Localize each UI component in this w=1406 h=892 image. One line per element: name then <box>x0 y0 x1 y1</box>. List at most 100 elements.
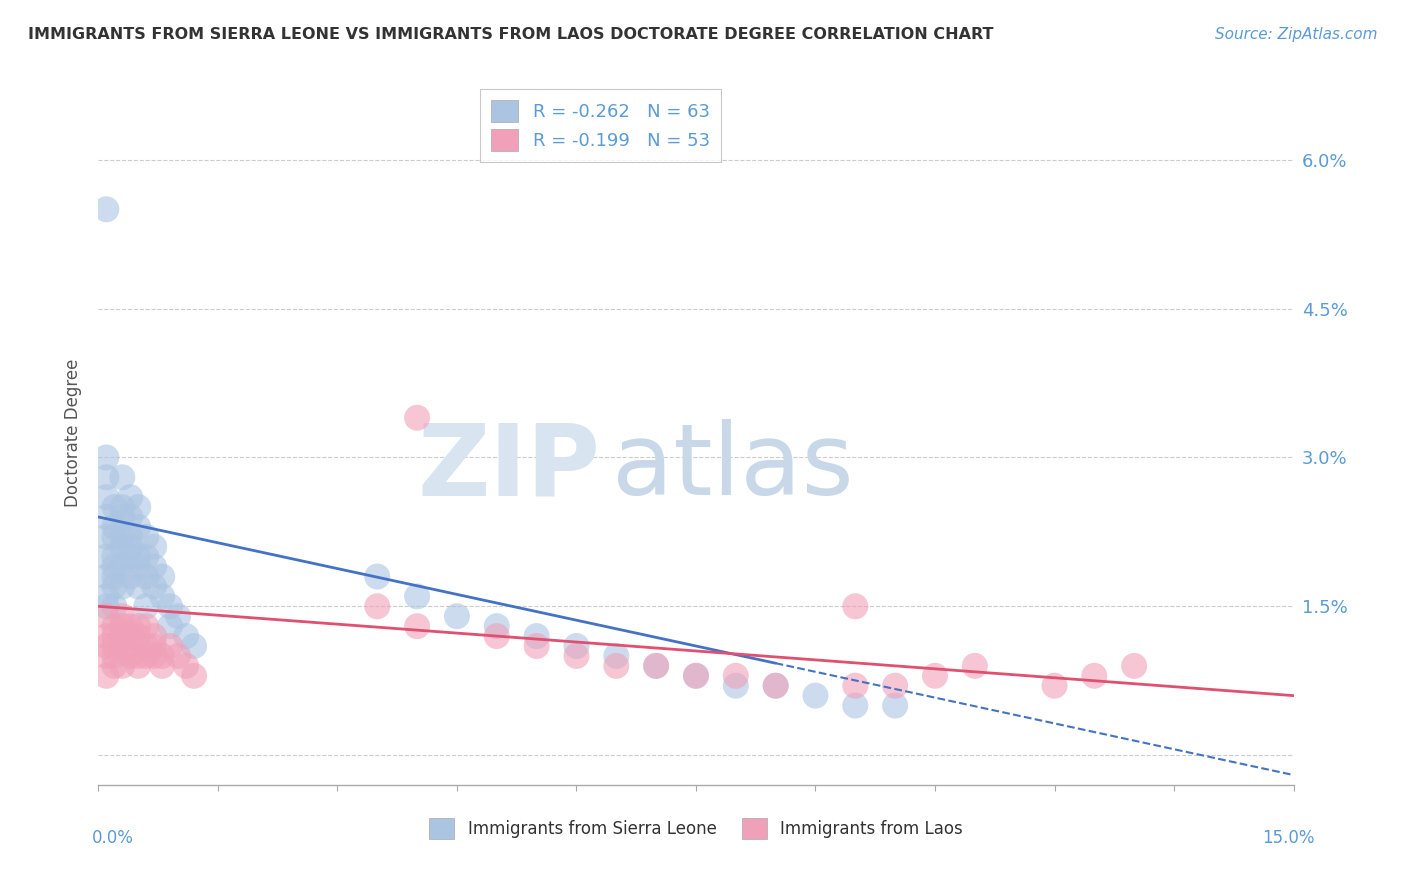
Point <box>485 629 508 643</box>
Point <box>884 698 907 713</box>
Point <box>127 629 149 643</box>
Point <box>135 639 157 653</box>
Point <box>96 629 118 643</box>
Point <box>159 639 181 653</box>
Text: 15.0%: 15.0% <box>1263 830 1315 847</box>
Point <box>120 530 142 544</box>
Point <box>96 450 118 465</box>
Point <box>120 490 142 504</box>
Point <box>446 609 468 624</box>
Point <box>127 619 149 633</box>
Text: IMMIGRANTS FROM SIERRA LEONE VS IMMIGRANTS FROM LAOS DOCTORATE DEGREE CORRELATIO: IMMIGRANTS FROM SIERRA LEONE VS IMMIGRAN… <box>28 27 994 42</box>
Point <box>103 520 125 534</box>
Point <box>150 648 173 663</box>
Point <box>135 549 157 564</box>
Point <box>111 540 134 554</box>
Point <box>103 549 125 564</box>
Point <box>645 658 668 673</box>
Point <box>96 569 118 583</box>
Point <box>150 658 173 673</box>
Point <box>159 619 181 633</box>
Point <box>143 639 166 653</box>
Point <box>963 658 986 673</box>
Point <box>111 470 134 484</box>
Point <box>135 619 157 633</box>
Point <box>120 629 142 643</box>
Point <box>120 510 142 524</box>
Point <box>111 579 134 593</box>
Point <box>120 639 142 653</box>
Point <box>96 609 118 624</box>
Point <box>111 500 134 514</box>
Point <box>844 599 866 614</box>
Point <box>135 569 157 583</box>
Point <box>103 658 125 673</box>
Legend: Immigrants from Sierra Leone, Immigrants from Laos: Immigrants from Sierra Leone, Immigrants… <box>420 810 972 847</box>
Point <box>685 669 707 683</box>
Point <box>120 569 142 583</box>
Point <box>1123 658 1146 673</box>
Point <box>127 658 149 673</box>
Point <box>96 639 118 653</box>
Point <box>103 639 125 653</box>
Point <box>804 689 827 703</box>
Point <box>96 490 118 504</box>
Point <box>127 549 149 564</box>
Point <box>1043 679 1066 693</box>
Point <box>174 658 197 673</box>
Point <box>167 648 190 663</box>
Point <box>526 639 548 653</box>
Text: 0.0%: 0.0% <box>91 830 134 847</box>
Point <box>844 679 866 693</box>
Text: Source: ZipAtlas.com: Source: ZipAtlas.com <box>1215 27 1378 42</box>
Point <box>96 669 118 683</box>
Point <box>605 658 627 673</box>
Text: ZIP: ZIP <box>418 419 600 516</box>
Point <box>127 520 149 534</box>
Point <box>1083 669 1105 683</box>
Point <box>143 648 166 663</box>
Point <box>406 410 429 425</box>
Y-axis label: Doctorate Degree: Doctorate Degree <box>65 359 83 507</box>
Point <box>96 202 118 217</box>
Point <box>111 639 134 653</box>
Point <box>111 510 134 524</box>
Point <box>96 599 118 614</box>
Point <box>103 500 125 514</box>
Point <box>924 669 946 683</box>
Point <box>150 569 173 583</box>
Point <box>103 648 125 663</box>
Point <box>724 679 747 693</box>
Point <box>366 599 388 614</box>
Point <box>135 599 157 614</box>
Point <box>120 619 142 633</box>
Point <box>565 639 588 653</box>
Point <box>159 599 181 614</box>
Point <box>96 510 118 524</box>
Point <box>765 679 787 693</box>
Point <box>167 609 190 624</box>
Point <box>143 579 166 593</box>
Point <box>111 619 134 633</box>
Point <box>127 648 149 663</box>
Point <box>366 569 388 583</box>
Point <box>111 629 134 643</box>
Point <box>103 629 125 643</box>
Point <box>406 619 429 633</box>
Point <box>183 669 205 683</box>
Point <box>685 669 707 683</box>
Point <box>605 648 627 663</box>
Point <box>111 530 134 544</box>
Point <box>135 648 157 663</box>
Point <box>127 559 149 574</box>
Point <box>485 619 508 633</box>
Point <box>143 540 166 554</box>
Point <box>645 658 668 673</box>
Point <box>120 540 142 554</box>
Point <box>111 559 134 574</box>
Point <box>120 648 142 663</box>
Point <box>103 579 125 593</box>
Point <box>150 590 173 604</box>
Point <box>174 629 197 643</box>
Point <box>884 679 907 693</box>
